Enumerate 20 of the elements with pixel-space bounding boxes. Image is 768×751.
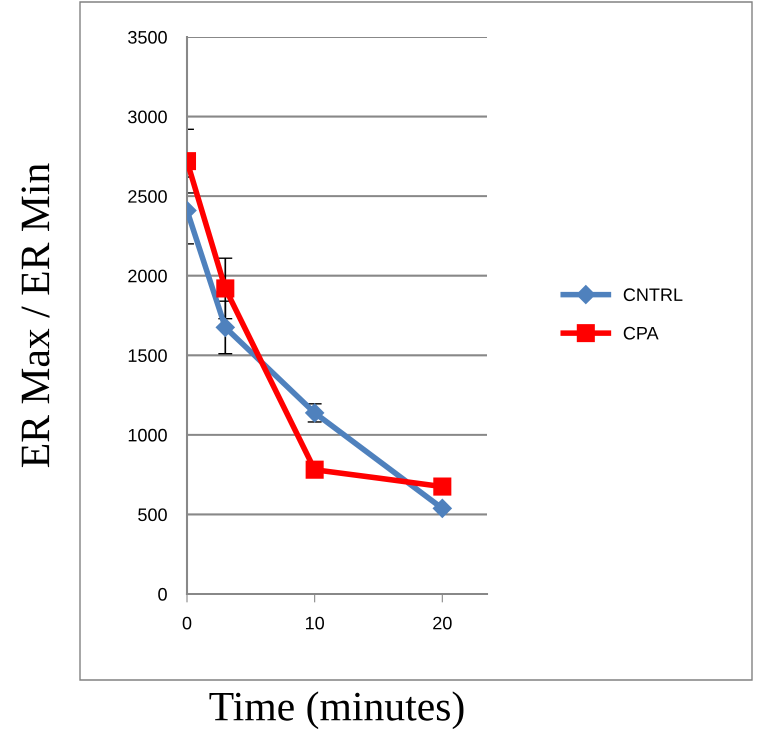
y-tick-label: 1500 — [128, 349, 167, 362]
point — [216, 279, 234, 298]
y-tick-label: 1000 — [128, 428, 167, 442]
y-axis-title: ER Max / ER Min — [21, 163, 50, 468]
y-tick-label: 3000 — [128, 110, 167, 124]
x-tick-label: 0 — [182, 616, 192, 630]
y-tick-label: 2500 — [128, 190, 167, 203]
y-tick-label: 500 — [138, 508, 167, 522]
x-tick-label: 20 — [433, 616, 452, 630]
y-tick-label: 0 — [158, 588, 167, 601]
point — [216, 318, 235, 337]
legend-label: CPA — [624, 326, 659, 340]
point — [306, 460, 324, 479]
point — [433, 478, 452, 496]
point — [432, 498, 452, 518]
x-axis-title: Time (minutes) — [209, 691, 464, 730]
y-tick-label: 2000 — [128, 270, 167, 282]
y-tick-label: 3500 — [128, 30, 167, 44]
legend-label: CNTRL — [624, 288, 682, 302]
x-tick-label: 10 — [306, 616, 324, 630]
